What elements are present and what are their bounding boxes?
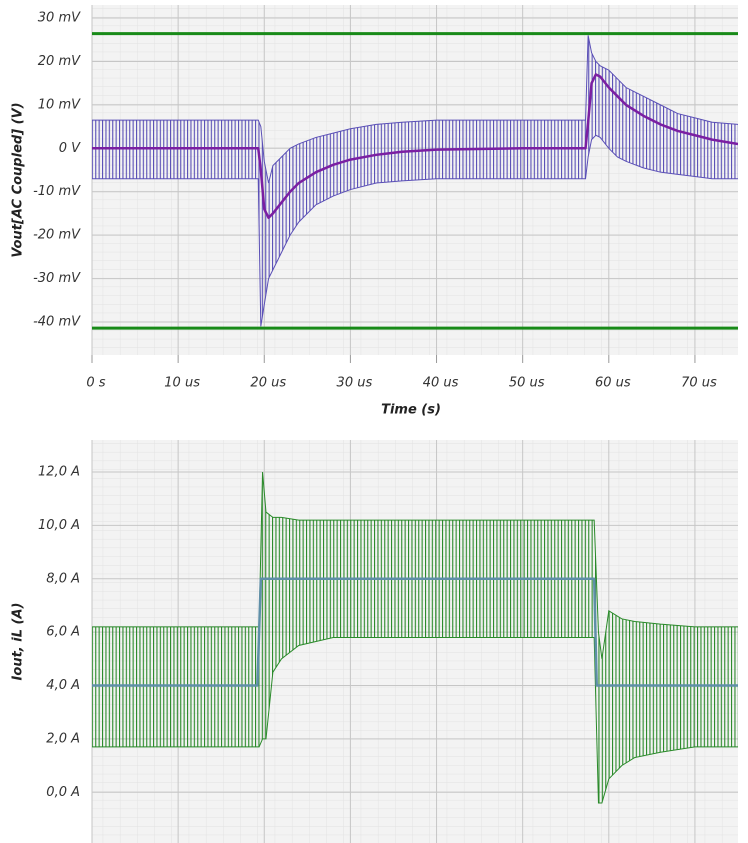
x-tick-label: 40 us (423, 376, 459, 391)
y-tick-label: 12,0 A (38, 465, 80, 480)
x-tick-label: 70 us (681, 376, 717, 391)
y-tick-label: 0 V (59, 141, 81, 156)
y-tick-label: 10 mV (38, 97, 81, 112)
ripple-lower (92, 637, 738, 804)
y-tick-label: -30 mV (33, 271, 81, 286)
series-line (92, 577, 738, 687)
series-line (92, 73, 738, 220)
x-tick-label: 10 us (164, 376, 200, 391)
x-tick-label: 60 us (595, 376, 631, 391)
y-tick-label: 10,0 A (38, 518, 80, 533)
plot-layer (92, 35, 738, 327)
y-tick-label: -40 mV (33, 314, 81, 329)
y-tick-label: 4,0 A (46, 678, 80, 693)
ripple-lower (92, 134, 738, 327)
y-tick-label: 6,0 A (46, 625, 80, 640)
y-tick-label: 2,0 A (46, 731, 80, 746)
x-tick-label: 50 us (509, 376, 545, 391)
x-tick-label: 0 s (86, 376, 105, 391)
x-tick-label: 30 us (337, 376, 373, 391)
ripple-upper (92, 35, 738, 184)
ripple-upper (92, 471, 738, 659)
x-axis-title: Time (s) (381, 403, 441, 418)
y-tick-label: -20 mV (33, 228, 81, 243)
plot-layer (92, 471, 738, 804)
y-tick-label: 20 mV (38, 54, 81, 69)
y-axis-title: Vout[AC Coupled] (V) (11, 102, 26, 257)
y-tick-label: 8,0 A (46, 571, 80, 586)
y-tick-label: -10 mV (33, 184, 81, 199)
x-tick-label: 20 us (250, 376, 286, 391)
y-axis-title: Iout, iL (A) (11, 603, 26, 681)
y-tick-label: 30 mV (38, 11, 81, 26)
y-tick-label: 0,0 A (46, 785, 80, 800)
